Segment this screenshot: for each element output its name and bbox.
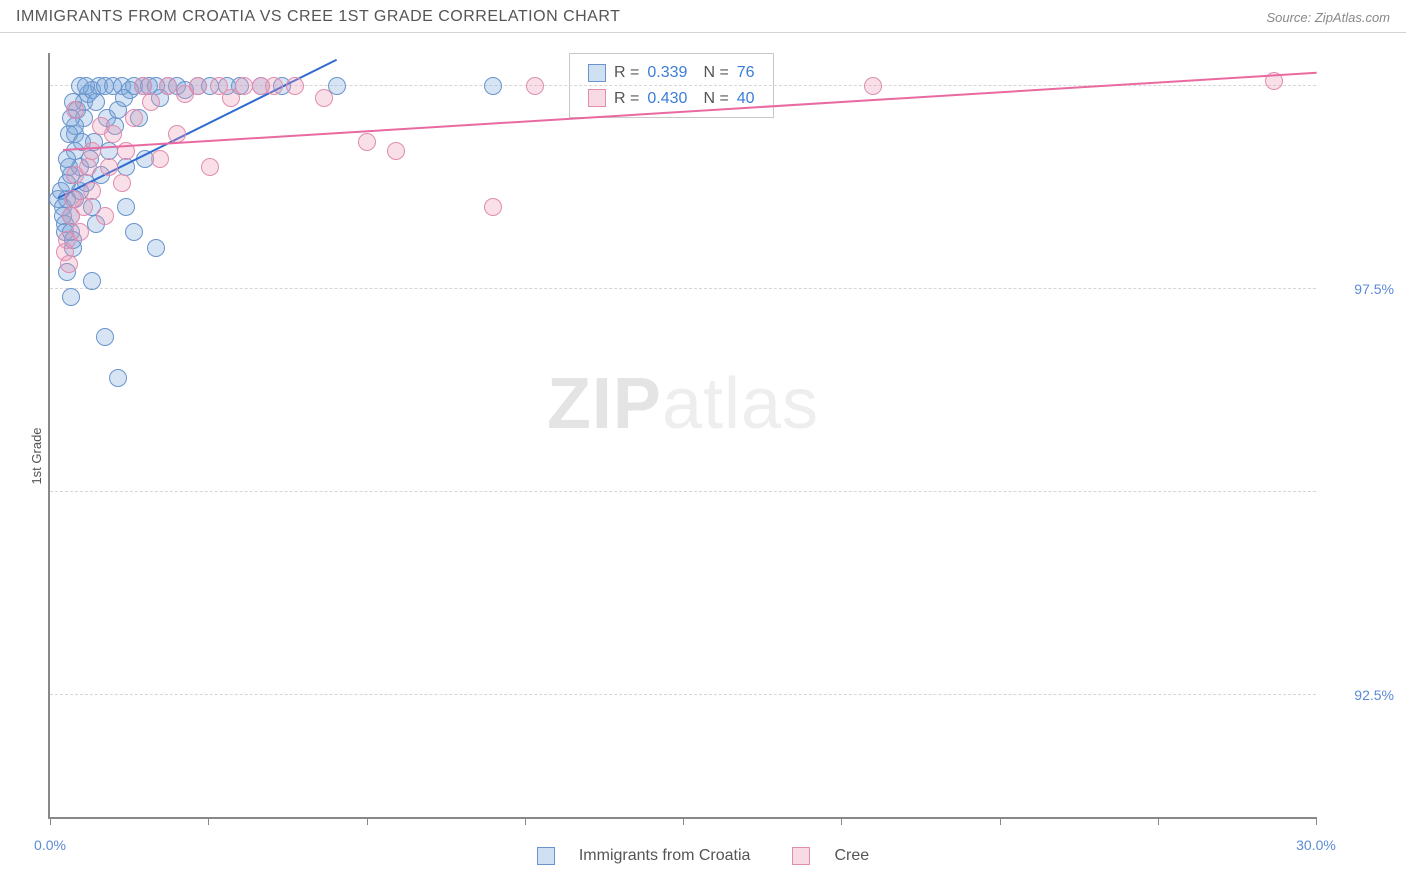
x-tick <box>208 817 209 825</box>
legend-label-cree: Cree <box>834 847 869 865</box>
scatter-point <box>358 133 376 151</box>
x-tick <box>841 817 842 825</box>
scatter-point <box>96 328 114 346</box>
swatch-pink <box>792 847 810 865</box>
gridline-h <box>50 288 1316 289</box>
scatter-point <box>117 198 135 216</box>
scatter-point <box>286 77 304 95</box>
swatch-pink <box>588 89 606 107</box>
scatter-point <box>151 150 169 168</box>
legend-row-croatia: R = 0.339 N = 76 <box>588 60 755 86</box>
scatter-point <box>315 89 333 107</box>
x-tick <box>525 817 526 825</box>
scatter-point <box>71 223 89 241</box>
scatter-point <box>201 158 219 176</box>
scatter-point <box>60 255 78 273</box>
scatter-point <box>79 158 97 176</box>
scatter-point <box>83 182 101 200</box>
y-tick-label: 92.5% <box>1324 687 1394 703</box>
x-tick <box>50 817 51 825</box>
scatter-point <box>864 77 882 95</box>
scatter-point <box>387 142 405 160</box>
scatter-point <box>62 288 80 306</box>
scatter-point <box>100 158 118 176</box>
scatter-point <box>58 150 76 168</box>
scatter-point <box>77 77 95 95</box>
scatter-point <box>83 142 101 160</box>
x-tick <box>683 817 684 825</box>
y-axis-label: 1st Grade <box>29 427 44 484</box>
scatter-point <box>104 125 122 143</box>
x-tick <box>1316 817 1317 825</box>
y-tick-label: 97.5% <box>1324 281 1394 297</box>
scatter-point <box>147 239 165 257</box>
scatter-point <box>484 77 502 95</box>
scatter-point <box>142 93 160 111</box>
watermark: ZIPatlas <box>547 363 819 445</box>
scatter-point <box>159 77 177 95</box>
scatter-point <box>87 93 105 111</box>
plot-region: ZIPatlas R = 0.339 N = 76 R = 0.430 N = … <box>48 53 1316 819</box>
scatter-point <box>125 223 143 241</box>
legend-label-croatia: Immigrants from Croatia <box>579 847 751 865</box>
x-tick <box>1158 817 1159 825</box>
scatter-point <box>60 125 78 143</box>
chart-source: Source: ZipAtlas.com <box>1266 10 1390 25</box>
scatter-point <box>83 272 101 290</box>
scatter-point <box>134 77 152 95</box>
scatter-point <box>235 77 253 95</box>
scatter-point <box>265 77 283 95</box>
series-legend: Immigrants from Croatia Cree <box>0 847 1406 865</box>
scatter-point <box>484 198 502 216</box>
swatch-blue <box>588 64 606 82</box>
gridline-h <box>50 694 1316 695</box>
chart-area: 1st Grade ZIPatlas R = 0.339 N = 76 R = … <box>0 33 1406 879</box>
swatch-blue <box>537 847 555 865</box>
x-tick <box>367 817 368 825</box>
scatter-point <box>66 101 84 119</box>
scatter-point <box>113 174 131 192</box>
scatter-point <box>96 207 114 225</box>
scatter-point <box>526 77 544 95</box>
scatter-point <box>109 369 127 387</box>
x-tick <box>1000 817 1001 825</box>
scatter-point <box>189 77 207 95</box>
chart-title: IMMIGRANTS FROM CROATIA VS CREE 1ST GRAD… <box>16 8 620 26</box>
scatter-point <box>125 109 143 127</box>
scatter-point <box>75 198 93 216</box>
chart-header: IMMIGRANTS FROM CROATIA VS CREE 1ST GRAD… <box>0 0 1406 33</box>
gridline-h <box>50 491 1316 492</box>
